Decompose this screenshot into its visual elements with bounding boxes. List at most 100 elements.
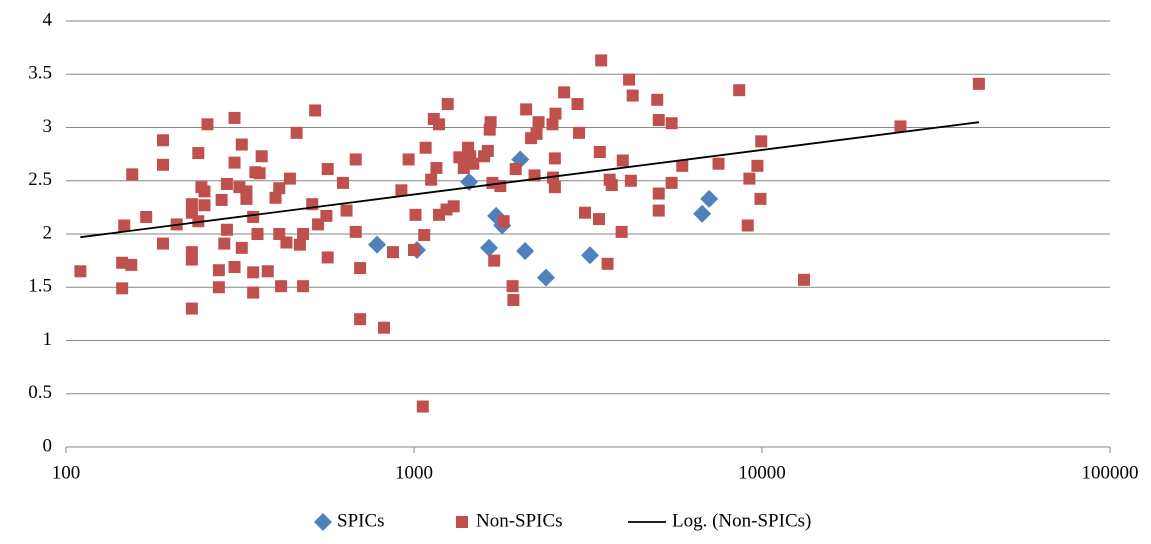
point: [616, 154, 629, 167]
x-tick-label: 100000: [1082, 462, 1139, 483]
legend-marker: [456, 516, 468, 528]
point: [578, 206, 591, 219]
point: [430, 161, 443, 174]
point: [354, 313, 367, 326]
point: [349, 225, 362, 238]
legend-label: Non-SPICs: [476, 510, 563, 531]
point: [481, 144, 494, 157]
point: [488, 254, 501, 267]
point: [507, 294, 520, 307]
point: [549, 107, 562, 120]
y-tick-label: 1.5: [28, 276, 52, 297]
point: [185, 246, 198, 259]
point: [624, 174, 637, 187]
point: [416, 400, 429, 413]
trend-line: [80, 121, 980, 239]
point: [297, 280, 310, 293]
point: [700, 189, 719, 208]
point: [506, 280, 519, 293]
point: [754, 192, 767, 205]
point: [116, 256, 129, 269]
point: [212, 281, 225, 294]
legend-marker: [314, 513, 332, 531]
point: [530, 127, 543, 140]
point: [571, 98, 584, 111]
point: [592, 213, 605, 226]
point: [419, 141, 432, 154]
y-tick-label: 0: [43, 435, 53, 456]
point: [201, 118, 214, 131]
point: [192, 147, 205, 160]
point: [157, 158, 170, 171]
point: [751, 159, 764, 172]
point: [548, 181, 561, 194]
point: [665, 117, 678, 130]
legend-label: SPICs: [337, 510, 385, 531]
point: [336, 176, 349, 189]
y-tick-label: 0.5: [28, 382, 52, 403]
point: [418, 229, 431, 242]
point: [185, 253, 198, 266]
x-tick-label: 100: [52, 462, 81, 483]
point: [280, 236, 293, 249]
point: [546, 118, 559, 131]
point: [733, 84, 746, 97]
point: [261, 265, 274, 278]
point: [532, 116, 545, 129]
point: [378, 321, 391, 334]
point: [116, 282, 129, 295]
point: [615, 225, 628, 238]
point: [74, 265, 87, 278]
point: [290, 126, 303, 139]
y-tick-label: 2.5: [28, 169, 52, 190]
point: [494, 180, 507, 193]
point: [321, 163, 334, 176]
point: [240, 192, 253, 205]
point: [409, 208, 422, 221]
point: [402, 153, 415, 166]
point: [581, 246, 600, 265]
point: [536, 268, 555, 287]
point: [247, 210, 260, 223]
point: [321, 251, 334, 264]
point: [198, 199, 211, 212]
point: [273, 182, 286, 195]
point: [676, 159, 689, 172]
point: [651, 93, 664, 106]
point: [309, 104, 322, 117]
point: [247, 286, 260, 299]
point: [297, 228, 310, 240]
point: [247, 266, 260, 279]
point: [741, 219, 754, 232]
legend-label: Log. (Non-SPICs): [672, 510, 811, 531]
point: [349, 153, 362, 166]
point: [118, 219, 131, 232]
point: [558, 86, 571, 99]
point: [484, 116, 497, 129]
point: [652, 187, 665, 200]
point: [595, 54, 608, 67]
point: [457, 161, 470, 174]
point: [368, 235, 387, 254]
point: [693, 204, 712, 223]
point: [408, 243, 420, 256]
point: [125, 258, 138, 271]
point: [228, 156, 241, 169]
point: [157, 237, 170, 250]
point: [140, 210, 153, 223]
point: [447, 200, 460, 213]
point: [441, 98, 454, 111]
point: [626, 89, 639, 102]
point: [386, 246, 399, 259]
point: [255, 150, 268, 163]
point: [293, 238, 306, 251]
point: [623, 73, 636, 86]
point: [972, 77, 985, 90]
point: [573, 126, 586, 139]
point: [340, 204, 353, 217]
y-tick-label: 1: [43, 329, 53, 350]
point: [354, 262, 367, 275]
x-tick-label: 1000: [395, 462, 433, 483]
point: [433, 118, 446, 131]
point: [497, 215, 510, 228]
